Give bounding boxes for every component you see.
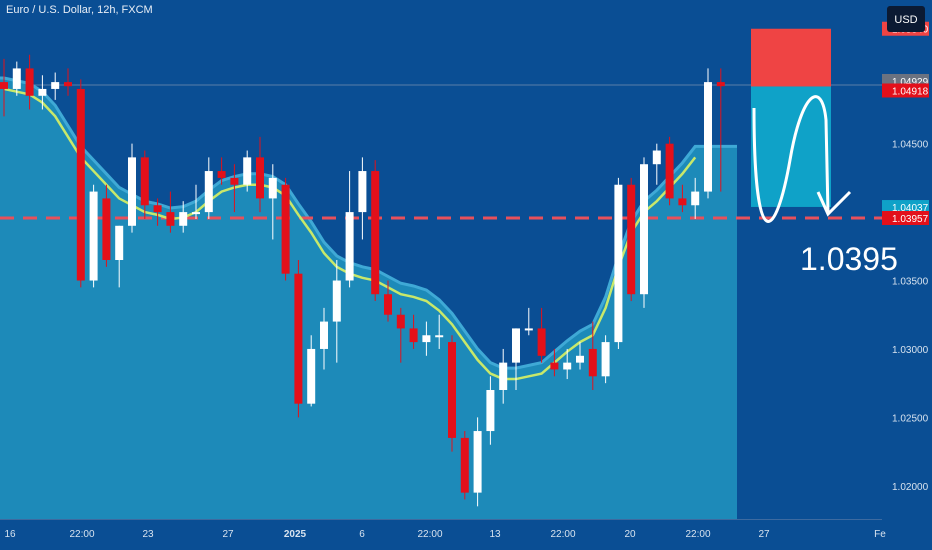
candle-body bbox=[64, 82, 72, 87]
candle-body bbox=[384, 294, 392, 315]
candle-body bbox=[486, 390, 495, 432]
candle-body bbox=[281, 184, 290, 274]
candle-body bbox=[179, 212, 188, 226]
candle-body bbox=[268, 177, 277, 199]
candle-body bbox=[358, 171, 367, 213]
candle-body bbox=[25, 68, 34, 96]
currency-label: USD bbox=[894, 14, 917, 26]
price-label-tag bbox=[882, 83, 929, 98]
candle-body bbox=[371, 171, 380, 295]
x-tick-label: 6 bbox=[359, 529, 365, 540]
x-tick-label: 2025 bbox=[284, 529, 307, 540]
candle-body bbox=[640, 164, 648, 295]
candle-body bbox=[435, 335, 444, 338]
time-axis-border bbox=[0, 519, 882, 520]
candle-body bbox=[153, 205, 162, 213]
candle-body bbox=[601, 342, 610, 377]
candle-body bbox=[332, 280, 341, 322]
candle-body bbox=[409, 328, 418, 343]
candle-body bbox=[448, 342, 456, 438]
currency-button[interactable]: USD bbox=[887, 6, 925, 32]
candle-body bbox=[102, 198, 111, 260]
x-tick-label: 22:00 bbox=[69, 529, 94, 540]
x-axis-ticks: 16 22:00 23 27 2025 6 22:00 13 22:00 20 22:00 27 Fe bbox=[4, 529, 886, 540]
target-price-label: 1.0395 bbox=[800, 241, 898, 277]
price-label-text: 1.03957 bbox=[892, 214, 929, 225]
x-tick-label: 16 bbox=[4, 529, 16, 540]
wave-arrow-path bbox=[752, 95, 830, 223]
candle-body bbox=[396, 314, 405, 329]
candle-body bbox=[588, 348, 597, 377]
y-tick-label: 1.02500 bbox=[892, 413, 929, 424]
candle-body bbox=[217, 171, 226, 178]
price-label-tag bbox=[882, 210, 929, 225]
candle-body bbox=[652, 150, 661, 165]
price-label-text: 1.04918 bbox=[892, 86, 929, 97]
x-tick-label: Fe bbox=[874, 529, 886, 540]
candle-body bbox=[576, 355, 584, 363]
arrow-down-icon bbox=[816, 190, 852, 217]
stop-loss-zone[interactable] bbox=[751, 28, 831, 87]
candle-body bbox=[691, 191, 700, 206]
candle-body bbox=[460, 437, 469, 493]
candle-body bbox=[704, 82, 712, 192]
candle-body bbox=[473, 431, 482, 493]
candle-body bbox=[627, 184, 636, 295]
candle-body bbox=[550, 362, 559, 370]
candle-body bbox=[38, 88, 47, 96]
candle-body bbox=[51, 82, 60, 89]
candle-body bbox=[307, 348, 316, 404]
candle-body bbox=[115, 225, 124, 260]
candle-body bbox=[12, 68, 21, 89]
candle-body bbox=[716, 82, 725, 87]
candle-body bbox=[204, 171, 213, 213]
candle-body bbox=[563, 362, 572, 370]
price-label-text: 1.04929 bbox=[892, 77, 929, 88]
candle-body bbox=[128, 157, 136, 226]
candle-body bbox=[140, 157, 149, 206]
y-tick-label: 1.04500 bbox=[892, 140, 929, 151]
candle-body bbox=[0, 82, 8, 89]
candle-body bbox=[345, 212, 354, 281]
candle-body bbox=[320, 321, 328, 349]
candle-body bbox=[499, 362, 508, 390]
candle-body bbox=[230, 177, 239, 185]
candle-body bbox=[422, 335, 431, 343]
x-tick-label: 22:00 bbox=[685, 529, 710, 540]
candles bbox=[0, 54, 725, 507]
x-tick-label: 13 bbox=[489, 529, 501, 540]
candle-body bbox=[243, 157, 252, 185]
price-label-text: 1.04037 bbox=[892, 203, 929, 214]
candle-body bbox=[512, 328, 520, 363]
candle-body bbox=[294, 273, 303, 404]
y-tick-label: 1.03000 bbox=[892, 345, 929, 356]
y-tick-label: 1.02000 bbox=[892, 482, 929, 493]
y-tick-label: 1.03500 bbox=[892, 277, 929, 288]
candle-body bbox=[89, 191, 98, 281]
chart-title: Euro / U.S. Dollar, 12h, FXCM bbox=[6, 4, 153, 16]
candle-body bbox=[665, 143, 674, 199]
candle-body bbox=[678, 198, 687, 206]
candle-body bbox=[76, 88, 85, 281]
candle-body bbox=[537, 328, 546, 356]
candle-body bbox=[256, 157, 264, 199]
x-tick-label: 27 bbox=[758, 529, 770, 540]
candle-body bbox=[524, 328, 533, 331]
candle-body bbox=[192, 212, 200, 215]
candle-body bbox=[614, 184, 623, 343]
candle-body bbox=[166, 212, 175, 226]
band-area bbox=[0, 78, 737, 520]
x-tick-label: 22:00 bbox=[550, 529, 575, 540]
x-tick-label: 22:00 bbox=[417, 529, 442, 540]
x-tick-label: 23 bbox=[142, 529, 154, 540]
price-label-tag bbox=[882, 200, 929, 215]
x-tick-label: 27 bbox=[222, 529, 234, 540]
x-tick-label: 20 bbox=[624, 529, 636, 540]
